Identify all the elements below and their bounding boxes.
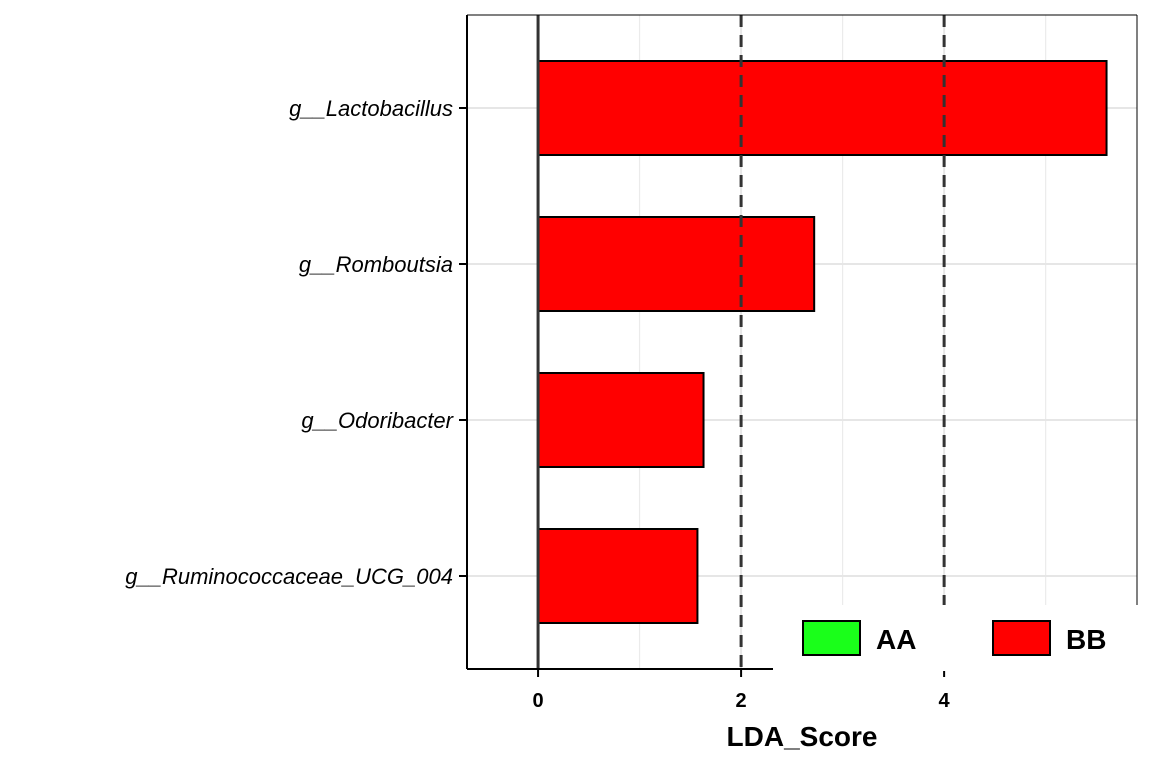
x-axis-title: LDA_Score [727, 721, 878, 752]
legend-key-aa [802, 620, 861, 656]
legend-label-aa: AA [876, 624, 916, 655]
y-tick-label: g__Romboutsia [299, 252, 453, 277]
bar-g-lactobacillus [537, 60, 1108, 156]
legend-label-bb: BB [1066, 624, 1106, 655]
bar-g-ruminococcaceae-ucg-004 [537, 528, 699, 624]
x-tick-label: 4 [939, 690, 951, 712]
y-tick-label: g__Odoribacter [301, 408, 454, 433]
bar-g-odoribacter [537, 372, 705, 468]
axis-layer: g__Lactobacillus g__Romboutsia g__Odoribac… [125, 14, 1138, 712]
reference-lines [536, 15, 946, 669]
bar-layer [537, 60, 1108, 624]
bar-g-romboutsia [537, 216, 816, 312]
x-tick-label: 2 [736, 690, 747, 712]
y-tick-label: g__Ruminococcaceae_UCG_004 [125, 564, 453, 589]
legend-key-bb [992, 620, 1051, 656]
legend: AA BB [773, 605, 1142, 671]
y-tick-label: g__Lactobacillus [289, 96, 453, 121]
x-tick-label: 0 [532, 690, 543, 712]
